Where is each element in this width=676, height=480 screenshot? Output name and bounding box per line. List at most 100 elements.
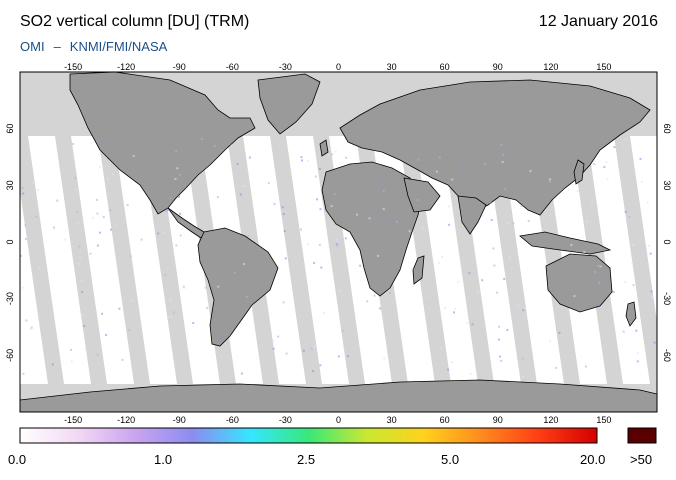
so2-speckle <box>273 203 276 205</box>
so2-speckle <box>389 219 392 222</box>
uk <box>319 139 329 157</box>
so2-speckle <box>101 312 104 315</box>
so2-speckle <box>522 309 525 312</box>
so2-speckle <box>35 215 38 218</box>
so2-speckle <box>558 332 561 334</box>
so2-speckle <box>500 143 503 146</box>
so2-speckle <box>441 255 443 258</box>
greenland <box>257 73 321 135</box>
so2-speckle <box>110 228 113 231</box>
lon-tick-label: 90 <box>493 415 503 425</box>
so2-speckle <box>649 252 652 255</box>
so2-speckle <box>447 368 450 371</box>
so2-speckle <box>126 204 129 207</box>
so2-speckle <box>236 163 239 166</box>
africa <box>321 161 423 297</box>
orbit-gap-band <box>442 136 494 384</box>
so2-speckle <box>334 150 337 153</box>
orbit-gap-band <box>20 136 64 384</box>
so2-speckle <box>492 247 495 250</box>
so2-speckle <box>336 238 339 241</box>
so2-speckle <box>584 365 587 368</box>
so2-speckle <box>344 237 347 240</box>
so2-speckle <box>549 178 552 181</box>
so2-speckle <box>164 273 167 276</box>
lat-tick-label: -60 <box>662 349 672 362</box>
so2-speckle <box>521 357 524 360</box>
so2-speckle <box>72 143 75 145</box>
japan <box>573 159 585 185</box>
so2-speckle <box>594 271 597 273</box>
so2-speckle <box>639 157 642 160</box>
so2-speckle <box>497 338 500 341</box>
so2-speckle <box>396 220 398 223</box>
so2-speckle <box>332 272 335 275</box>
madagascar <box>412 255 425 285</box>
so2-speckle <box>347 355 350 358</box>
so2-speckle <box>481 214 484 217</box>
latitude-labels-right: 60 30 0 -30 -60 <box>662 124 672 362</box>
lat-tick-label: -30 <box>5 292 15 305</box>
so2-speckle <box>53 226 55 229</box>
so2-speckle <box>179 212 181 215</box>
so2-speckle <box>331 153 334 156</box>
so2-speckle <box>217 285 220 288</box>
so2-speckle <box>76 222 79 225</box>
so2-speckle <box>498 355 501 358</box>
so2-speckle <box>493 264 496 267</box>
so2-speckle <box>243 185 246 187</box>
credit-agencies: KNMI/FMI/NASA <box>69 39 168 54</box>
so2-speckle <box>382 208 385 211</box>
so2-speckle <box>24 238 27 240</box>
map-frame <box>19 71 658 413</box>
so2-speckle <box>22 372 25 375</box>
so2-speckle <box>330 205 333 208</box>
so2-speckle <box>246 296 248 298</box>
indonesia <box>519 231 612 255</box>
credit-separator: – <box>53 39 61 54</box>
so2-speckle <box>36 189 39 191</box>
lat-tick-label: 60 <box>5 124 15 134</box>
colorbar-label-3: 5.0 <box>441 452 460 467</box>
so2-speckle <box>323 312 325 314</box>
so2-speckle <box>333 193 336 196</box>
so2-speckle <box>444 307 447 310</box>
so2-speckle <box>312 370 314 373</box>
colorbar <box>19 427 598 444</box>
so2-speckle <box>78 245 81 248</box>
so2-speckle <box>174 177 177 180</box>
colorbar-label-2: 2.5 <box>297 452 316 467</box>
orbit-gap-band <box>98 136 150 384</box>
so2-speckle <box>314 175 317 178</box>
north-america <box>69 72 256 215</box>
so2-speckle <box>242 263 245 266</box>
lat-tick-label: -30 <box>662 292 672 305</box>
colorbar-label-1: 1.0 <box>154 452 173 467</box>
credit-line: OMI – KNMI/FMI/NASA <box>20 39 167 54</box>
so2-speckle <box>636 360 639 363</box>
lon-tick-label: 30 <box>387 415 397 425</box>
so2-speckle <box>318 168 321 170</box>
so2-speckle <box>605 161 608 164</box>
lon-tick-label: -30 <box>279 62 292 72</box>
so2-speckle <box>307 243 310 246</box>
so2-speckle <box>483 162 486 165</box>
so2-speckle <box>206 307 209 310</box>
so2-speckle <box>555 366 558 369</box>
so2-speckle <box>597 264 600 267</box>
so2-speckle <box>277 335 280 338</box>
so2-speckle <box>411 267 414 270</box>
so2-speckle <box>102 216 105 219</box>
so2-speckle <box>38 266 41 269</box>
so2-speckle <box>109 209 112 212</box>
so2-speckle <box>593 163 596 166</box>
australia <box>545 253 613 313</box>
so2-speckle <box>417 158 420 161</box>
so2-speckle <box>31 181 34 184</box>
so2-speckle <box>636 352 639 355</box>
so2-speckle <box>20 254 23 257</box>
so2-speckle <box>175 244 178 247</box>
so2-speckle <box>337 355 340 358</box>
so2-speckle <box>625 138 628 141</box>
colorbar-overflow-swatch <box>627 427 657 444</box>
